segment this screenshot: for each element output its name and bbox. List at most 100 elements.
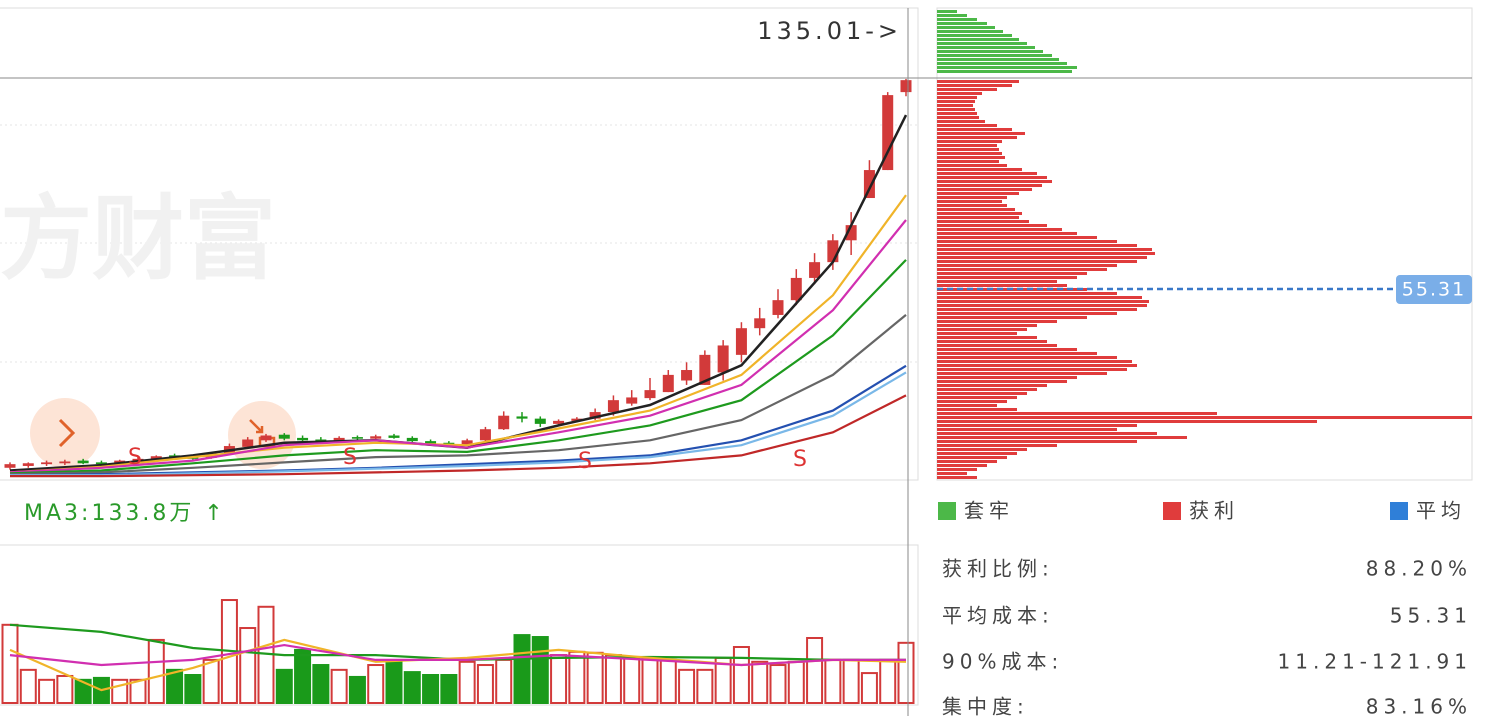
volume-bar [56,674,74,704]
volume-bar [806,636,824,705]
chip-profit [937,320,1057,323]
volume-bar [568,650,586,704]
chip-profit [937,96,977,99]
chip-trapped [937,26,995,29]
chip-profit [937,396,1017,399]
chip-profit [937,176,1047,179]
chip-profit [937,400,1007,403]
volume-frame [0,544,919,706]
ma-line [9,314,907,476]
chip-profit [937,272,1087,275]
volume-bar [458,660,476,705]
chip-profit [937,460,997,463]
chip-profit [937,276,1077,279]
ma-line [10,371,907,477]
volume-bar [732,646,750,704]
expand-button[interactable] [30,398,100,468]
chip-profit [937,312,1117,315]
volume-ma-line [9,643,906,667]
chip-profit [937,340,1047,343]
chip-profit [937,208,1015,211]
stat-label: 获利比例: [942,557,1054,581]
candle-body [717,345,729,373]
chip-profit [937,300,1149,303]
volume-bar [330,668,348,705]
chip-profit [937,324,1037,327]
chip-trapped [937,10,957,13]
candle-body [681,370,693,381]
volume-bar [860,672,878,704]
candle-body [425,441,437,444]
ma-line [9,194,907,474]
stat-label: 集中度: [942,695,1029,716]
chip-profit [937,92,982,95]
volume-bar [641,656,659,705]
signal: S [578,449,592,474]
volume-bar [422,674,440,705]
volume-bar [348,675,366,704]
chip-profit [937,428,1117,431]
candle-body [882,95,894,171]
chip-profit [937,180,1052,183]
candle-body [479,429,491,441]
candle-body [607,400,619,413]
chip-profit [937,228,1062,231]
chip-profit [937,192,1019,195]
chip-profit [937,248,1152,251]
chip-profit [937,100,975,103]
candle-body [571,418,583,421]
legend-label: 套牢 [964,499,1014,523]
ma-line [10,394,907,478]
volume-bar [129,678,147,704]
candle-body [150,456,162,460]
chip-profit [937,292,1117,295]
signal: S [793,447,807,472]
candle-body [754,318,766,329]
chip-profit [937,464,987,467]
candle-body [370,436,382,439]
chip-trapped [937,46,1035,49]
volume-bar [166,668,184,705]
chip-profit [937,252,1155,255]
chip-profit [937,416,1472,419]
chip-profit [937,368,1127,371]
chip-profit [937,188,1032,191]
chip-profit [937,236,1097,239]
chip-profit [937,128,1012,131]
volume-ma-label: MA3:133.8万 ↑ [24,501,226,526]
chip-profit [937,380,1067,383]
legend-label: 平均 [1416,499,1466,523]
volume-bar [769,664,787,704]
chip-trapped [937,42,1027,45]
chip-profit [937,284,1067,287]
volume-bar [751,660,769,705]
chip-profit [937,108,975,111]
stat-label: 90%成本: [942,650,1063,674]
chip-profit [937,328,1027,331]
chip-profit [937,148,999,151]
candle-body [589,412,601,419]
chip-profit [937,216,1019,219]
legend-label: 获利 [1189,499,1239,523]
signal: S [128,445,142,470]
candle-body [553,420,565,424]
kline-frame [0,7,919,481]
candle-body [790,277,802,301]
stat-label: 平均成本: [942,604,1054,628]
chip-profit [937,436,1187,439]
legend-swatch [938,502,956,520]
volume-bar [38,678,56,704]
chip-profit [937,444,1057,447]
chip-profit [937,408,1017,411]
candle-body [498,415,510,430]
volume-bar [604,654,622,705]
chip-profit [937,204,1007,207]
chip-profit [937,196,1007,199]
chip-profit [937,132,1025,135]
volume-bar [147,638,165,704]
chip-profit [937,440,1137,443]
candle-body [809,262,821,278]
volume-bar [239,627,257,704]
volume-ma-line [9,623,906,662]
